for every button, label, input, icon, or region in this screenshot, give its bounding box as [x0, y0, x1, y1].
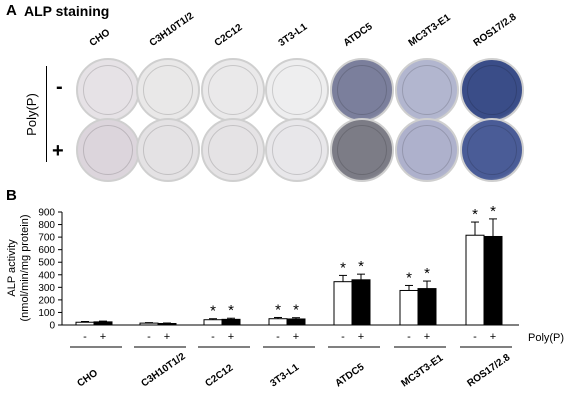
bar: [286, 318, 306, 326]
y-tick-label: 600: [38, 245, 55, 256]
dish-plus: [330, 118, 394, 182]
row-plus-sign: +: [52, 140, 64, 162]
bar: [465, 234, 485, 326]
treatment-sign-label: +: [228, 331, 234, 343]
significance-star: *: [490, 203, 496, 220]
dish-plus: [136, 118, 200, 182]
dish-minus: [201, 58, 265, 122]
category-label: ATDC5: [333, 362, 366, 390]
significance-star: *: [424, 265, 430, 282]
dish-plus: [76, 118, 140, 182]
dish-plus: [460, 118, 524, 182]
treatment-sign-label: +: [490, 331, 496, 343]
y-tick-label: 800: [38, 220, 55, 231]
treatment-sign-label: +: [164, 331, 170, 343]
y-axis-label-line1: ALP activity: [6, 239, 18, 297]
y-tick-label: 700: [38, 233, 55, 244]
bar: [268, 318, 288, 326]
treatment-sign-label: -: [147, 331, 151, 343]
y-tick-label: 100: [38, 308, 55, 319]
bar: [93, 321, 113, 326]
row-minus-sign: -: [56, 76, 63, 98]
significance-star: *: [472, 206, 478, 223]
y-axis-label-line2: (nmol/min/mg protein): [19, 215, 31, 322]
significance-star: *: [340, 259, 346, 276]
bar: [221, 318, 241, 326]
category-label: CHO: [75, 368, 100, 390]
panel-b-treatment-label: Poly(P): [528, 332, 564, 344]
treatment-sign-label: -: [341, 331, 345, 343]
significance-star: *: [406, 269, 412, 286]
treatment-sign-label: +: [293, 331, 299, 343]
panel-a-letter: A: [6, 2, 17, 19]
dish-plus: [395, 118, 459, 182]
category-label: C3H10T1/2: [139, 351, 188, 390]
y-tick-label: 200: [38, 295, 55, 306]
panel-b-letter: B: [6, 187, 17, 204]
bar: [351, 279, 371, 326]
y-tick-label: 900: [38, 208, 55, 219]
treatment-sign-label: +: [424, 331, 430, 343]
category-label: 3T3-L1: [268, 362, 301, 390]
treatment-sign-label: +: [100, 331, 106, 343]
bar: [139, 322, 159, 326]
bar: [203, 319, 223, 326]
bar: [483, 235, 503, 326]
treatment-sign-label: -: [211, 331, 215, 343]
significance-star: *: [293, 302, 299, 319]
significance-star: *: [275, 301, 281, 318]
treatment-sign-label: -: [407, 331, 411, 343]
treatment-sign-label: +: [358, 331, 364, 343]
y-tick-label: 0: [49, 321, 55, 332]
significance-star: *: [210, 303, 216, 320]
panel-a-title: ALP staining: [24, 3, 110, 19]
bar: [417, 288, 437, 326]
bar: [333, 281, 353, 326]
dish-minus: [136, 58, 200, 122]
bar: [399, 289, 419, 326]
bar: [157, 322, 177, 326]
bar: [75, 321, 95, 326]
dish-plus: [201, 118, 265, 182]
treatment-sign-label: -: [276, 331, 280, 343]
significance-star: *: [228, 302, 234, 319]
category-label: C2C12: [203, 362, 235, 389]
dish-minus: [460, 58, 524, 122]
dish-minus: [395, 58, 459, 122]
treatment-sign-label: -: [83, 331, 87, 343]
dish-minus: [330, 58, 394, 122]
dish-plus: [265, 118, 329, 182]
y-tick-label: 300: [38, 283, 55, 294]
category-label: ROS17/2.8: [465, 352, 512, 390]
y-tick-label: 400: [38, 270, 55, 281]
panel-a-divider: [46, 66, 47, 162]
y-tick-label: 500: [38, 258, 55, 269]
category-label: MC3T3-E1: [399, 352, 445, 389]
significance-star: *: [358, 258, 364, 275]
treatment-sign-label: -: [473, 331, 477, 343]
